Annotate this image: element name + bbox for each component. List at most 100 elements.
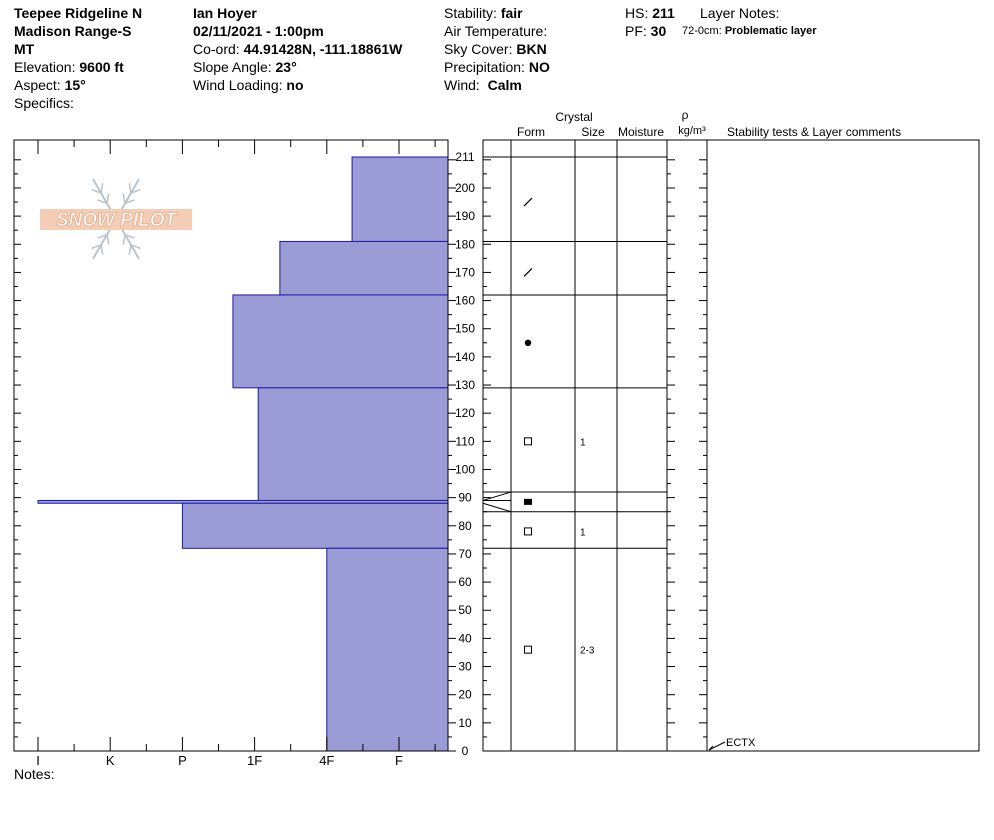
height-tick-label: 10 xyxy=(458,716,472,730)
height-tick-label: 80 xyxy=(458,519,472,533)
location-line3: MT xyxy=(14,41,35,57)
height-tick-label: 170 xyxy=(455,265,475,279)
snowflake-branch xyxy=(97,199,108,205)
hardness-tick-label: 1F xyxy=(247,753,262,768)
notes-label: Notes: xyxy=(14,766,55,782)
hardness-tick-label: P xyxy=(178,753,187,768)
hardness-tick-label: K xyxy=(106,753,115,768)
snowflake-branch xyxy=(124,233,135,239)
snowflake-branch xyxy=(124,199,135,205)
column-header-crystal: Crystal xyxy=(555,110,592,124)
specifics-label: Specifics: xyxy=(14,95,74,111)
aspect: Aspect: 15° xyxy=(14,77,86,93)
hardness-plot-frame: I K P 1F 4F F xyxy=(13,139,449,768)
snowflake-branch xyxy=(128,183,132,194)
decomposing-crystal-symbol xyxy=(523,267,533,277)
hardness-tick-label: F xyxy=(395,753,403,768)
height-tick-label: 30 xyxy=(458,660,472,674)
wind-loading: Wind Loading: no xyxy=(193,77,304,93)
observation-datetime: 02/11/2021 - 1:00pm xyxy=(193,23,324,39)
wind: Wind: Calm xyxy=(444,77,522,93)
crystal-size-label: 1 xyxy=(580,437,586,448)
column-header-moisture: Moisture xyxy=(618,125,664,139)
location-line2: Madison Range-S xyxy=(14,23,132,39)
faceted-rounded-crystal-symbol xyxy=(524,498,532,505)
hardness-bars xyxy=(37,156,449,752)
hardness-bar xyxy=(232,294,449,389)
snowflake-branch xyxy=(130,188,141,194)
location-line1: Teepee Ridgeline N xyxy=(14,5,143,21)
height-tick-label: 190 xyxy=(455,209,475,223)
height-tick-label: 100 xyxy=(455,462,475,476)
decomposing-crystal-symbol xyxy=(523,197,533,207)
crystal-size-label: 2-3 xyxy=(580,646,595,657)
snowflake-branch xyxy=(106,193,110,204)
column-header-size: Size xyxy=(581,125,605,139)
height-tick-label: 150 xyxy=(455,322,475,336)
observer-name: Ian Hoyer xyxy=(193,5,257,21)
thin-layer-connector xyxy=(482,491,512,501)
penetration-foot: PF: 30 xyxy=(625,23,667,39)
elevation: Elevation: 9600 ft xyxy=(14,59,124,75)
stability-test-arrowhead xyxy=(708,745,714,751)
depth-block: HS: 211 PF: 30 xyxy=(625,4,675,40)
rounded-crystal-symbol xyxy=(524,339,532,347)
height-tick-label: 0 xyxy=(462,744,469,758)
layer-table-frame: 0 10 20 30 40 50 60 70 80 90 100 110 120 130 140 150 160… xyxy=(448,139,980,758)
snowflake-branch xyxy=(122,234,126,245)
snowflake-branch xyxy=(100,244,104,255)
column-header-density-unit: kg/m³ xyxy=(678,125,706,137)
air-temperature: Air Temperature: xyxy=(444,23,548,39)
thin-layer-connector xyxy=(482,502,512,513)
hardness-bar xyxy=(181,502,449,549)
snow-height: HS: 211 xyxy=(625,5,675,21)
height-tick-label: 40 xyxy=(458,631,472,645)
height-tick-label: 110 xyxy=(455,434,474,448)
layer-note-range: 72-0cm: xyxy=(682,25,722,37)
conditions-block: Stability: fair Air Temperature: Sky Cov… xyxy=(444,4,550,94)
hardness-bar xyxy=(351,156,449,242)
snowflake-branch xyxy=(91,244,102,250)
snowflake-branch xyxy=(128,244,132,255)
hardness-bar xyxy=(257,387,449,501)
stability-test-pointer xyxy=(708,741,726,751)
table-border xyxy=(482,139,980,752)
height-tick-label: 130 xyxy=(455,378,475,392)
snowpilot-logo: SNOW PILOT xyxy=(40,178,192,260)
height-tick-label: 180 xyxy=(455,237,475,251)
layer-note: 72-0cm: Problematic layer xyxy=(682,22,817,40)
column-header-form: Form xyxy=(517,125,545,139)
hardness-bar xyxy=(279,240,449,296)
snowflake-branch xyxy=(106,234,110,245)
height-tick-label: 50 xyxy=(458,603,472,617)
faceted-crystal-symbol xyxy=(524,645,532,654)
location-block: Teepee Ridgeline N Madison Range-S MT El… xyxy=(14,4,142,112)
stability: Stability: fair xyxy=(444,5,523,21)
height-tick-label: 140 xyxy=(455,350,475,364)
column-header-stability-tests: Stability tests & Layer comments xyxy=(727,125,901,139)
sky-cover: Sky Cover: BKN xyxy=(444,41,547,57)
stability-test-label: ECTX xyxy=(726,737,756,749)
coordinates: Co-ord: 44.91428N, -111.18861W xyxy=(193,41,403,57)
height-tick-label: 70 xyxy=(458,547,472,561)
snowflake-branch xyxy=(91,188,102,194)
layer-notes-label: Layer Notes: xyxy=(700,5,780,21)
crystal-size-label: 1 xyxy=(580,527,586,538)
height-tick-label: 120 xyxy=(455,406,475,420)
observer-block: Ian Hoyer 02/11/2021 - 1:00pm Co-ord: 44… xyxy=(193,4,402,94)
plot-border xyxy=(13,139,449,752)
height-tick-label: 60 xyxy=(458,575,472,589)
slope-angle: Slope Angle: 23° xyxy=(193,59,297,75)
hardness-bar xyxy=(326,547,449,752)
snowflake-branch xyxy=(100,183,104,194)
height-tick-label: 90 xyxy=(458,491,472,505)
hardness-tick-label: 4F xyxy=(319,753,334,768)
layer-note-text: Problematic layer xyxy=(724,25,817,37)
height-tick-label: 160 xyxy=(455,294,475,308)
height-tick-label: 211 xyxy=(455,150,474,164)
hardness-tick-label: I xyxy=(36,753,40,768)
snowflake-branch xyxy=(130,244,141,250)
logo-banner xyxy=(40,209,192,230)
column-header-rho: ρ xyxy=(682,108,689,122)
